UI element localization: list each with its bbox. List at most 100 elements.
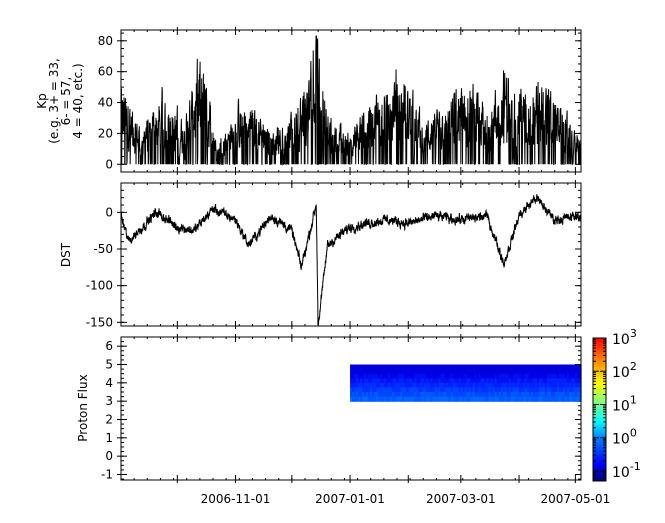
heatmap-cell: [396, 378, 399, 384]
heatmap-cell: [482, 382, 486, 389]
heatmap-cell: [366, 364, 369, 370]
heatmap-cell: [476, 364, 480, 370]
heatmap-cell: [558, 378, 562, 384]
heatmap-cell: [402, 392, 405, 398]
heatmap-cell: [566, 378, 570, 384]
heatmap-cell: [550, 364, 554, 370]
heatmap-cell: [428, 392, 431, 398]
heatmap-cell: [428, 373, 431, 379]
heatmap-cell: [386, 373, 389, 379]
heatmap-cell: [538, 392, 542, 398]
heatmap-cell: [496, 373, 500, 379]
heatmap-cell: [448, 392, 452, 398]
heatmap-cell: [382, 392, 385, 398]
heatmap-cell: [498, 378, 502, 384]
heatmap-cell: [360, 387, 363, 393]
heatmap-cell: [484, 364, 488, 370]
heatmap-cell: [478, 364, 482, 370]
dst-series-line: [121, 194, 581, 326]
heatmap-cell: [394, 364, 397, 370]
heatmap-cell: [446, 392, 450, 398]
heatmap-cell: [400, 369, 403, 375]
heatmap-cell: [434, 387, 438, 393]
heatmap-cell: [350, 396, 353, 402]
y-tick-label: 1: [105, 431, 113, 445]
heatmap-cell: [556, 369, 560, 375]
heatmap-cell: [440, 392, 444, 398]
heatmap-cell: [470, 382, 474, 389]
heatmap-cell: [426, 382, 429, 389]
heatmap-cell: [362, 364, 365, 370]
heatmap-cell: [444, 396, 448, 402]
heatmap-cell: [570, 364, 574, 370]
heatmap-cell: [420, 373, 423, 379]
heatmap-cell: [472, 387, 476, 393]
heatmap-cell: [522, 373, 526, 379]
heatmap-cell: [518, 373, 522, 379]
heatmap-cell: [368, 369, 371, 375]
heatmap-cell: [406, 378, 409, 384]
heatmap-cell: [544, 369, 548, 375]
heatmap-cell: [434, 396, 438, 402]
heatmap-cell: [538, 387, 542, 393]
heatmap-cell: [382, 364, 385, 370]
heatmap-cell: [442, 387, 446, 393]
colorbar-tick-exponent: 1: [630, 393, 637, 406]
heatmap-cell: [418, 378, 421, 384]
heatmap-cell: [530, 392, 534, 398]
heatmap-cell: [562, 392, 566, 398]
heatmap-cell: [372, 392, 375, 398]
heatmap-cell: [436, 378, 440, 384]
y-tick-label: 40: [98, 96, 113, 110]
heatmap-cell: [544, 387, 548, 393]
heatmap-cell: [414, 387, 417, 393]
heatmap-cell: [528, 392, 532, 398]
kp-series-line: [121, 35, 581, 167]
heatmap-cell: [456, 364, 460, 370]
heatmap-cell: [372, 378, 375, 384]
heatmap-cell: [544, 373, 548, 379]
heatmap-cell: [448, 378, 452, 384]
heatmap-cell: [378, 373, 381, 379]
heatmap-cell: [468, 373, 472, 379]
heatmap-cell: [452, 373, 456, 379]
heatmap-cell: [408, 387, 411, 393]
heatmap-cell: [390, 387, 393, 393]
heatmap-cell: [486, 392, 490, 398]
heatmap-cell: [518, 364, 522, 370]
heatmap-cell: [388, 373, 391, 379]
heatmap-cell: [384, 387, 387, 393]
heatmap-cell: [424, 364, 427, 370]
heatmap-cell: [566, 364, 570, 370]
heatmap-cell: [566, 382, 570, 389]
heatmap-cell: [392, 364, 395, 370]
y-tick-label: 2: [105, 413, 113, 427]
heatmap-cell: [522, 382, 526, 389]
heatmap-cell: [544, 396, 548, 402]
heatmap-cell: [496, 369, 500, 375]
heatmap-cell: [548, 378, 552, 384]
heatmap-cell: [390, 382, 393, 389]
heatmap-cell: [554, 396, 558, 402]
heatmap-cell: [352, 392, 355, 398]
heatmap-cell: [394, 382, 397, 389]
heatmap-cell: [380, 373, 383, 379]
heatmap-cell: [488, 378, 492, 384]
heatmap-cell: [530, 382, 534, 389]
heatmap-cell: [448, 364, 452, 370]
heatmap-cell: [416, 373, 419, 379]
heatmap-cell: [442, 369, 446, 375]
heatmap-cell: [432, 369, 436, 375]
heatmap-cell: [378, 364, 381, 370]
heatmap-cell: [376, 378, 379, 384]
heatmap-cell: [358, 382, 361, 389]
heatmap-cell: [350, 364, 353, 370]
heatmap-cell: [414, 396, 417, 402]
heatmap-cell: [478, 373, 482, 379]
heatmap-cell: [404, 382, 407, 389]
heatmap-cell: [542, 392, 546, 398]
heatmap-cell: [392, 396, 395, 402]
heatmap-cell: [482, 369, 486, 375]
heatmap-cell: [416, 382, 419, 389]
heatmap-cell: [500, 364, 504, 370]
